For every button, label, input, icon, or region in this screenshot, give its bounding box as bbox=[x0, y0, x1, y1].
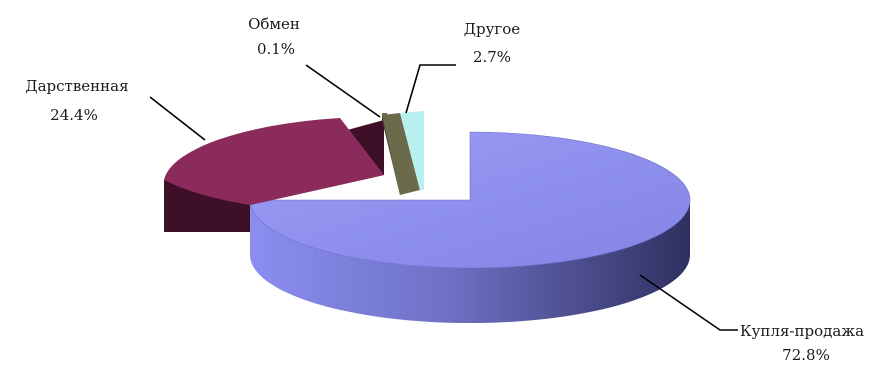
slice-top bbox=[400, 111, 424, 190]
label-value-obmen: 0.1% bbox=[257, 40, 295, 58]
slice-top bbox=[164, 118, 384, 205]
slice-drugoe bbox=[382, 111, 424, 195]
label-name-darstvennaya: Дарственная bbox=[25, 77, 128, 95]
leader-line-darstvennaya bbox=[149, 96, 206, 141]
leader-lines bbox=[149, 64, 738, 331]
slice-side bbox=[382, 113, 420, 195]
data-labels: Купля-продажа 72.8% Дарственная 24.4% Об… bbox=[25, 15, 864, 364]
label-value-darstvennaya: 24.4% bbox=[50, 106, 98, 124]
slice-darstvennaya bbox=[164, 118, 384, 232]
label-name-kuplya-prodazha: Купля-продажа bbox=[740, 322, 864, 340]
leader-line-obmen bbox=[305, 64, 381, 118]
slice-side bbox=[250, 200, 690, 324]
slice-kuplya-prodazha bbox=[249, 131, 691, 324]
leader-line-drugoe bbox=[405, 64, 456, 114]
label-value-drugoe: 2.7% bbox=[473, 48, 511, 66]
label-name-obmen: Обмен bbox=[248, 15, 300, 33]
label-name-drugoe: Другое bbox=[464, 20, 521, 38]
slice-top bbox=[249, 131, 691, 269]
leader-line-kuplya-prodazha bbox=[639, 274, 738, 331]
pie-slices bbox=[164, 111, 691, 324]
label-value-kuplya-prodazha: 72.8% bbox=[782, 346, 830, 364]
